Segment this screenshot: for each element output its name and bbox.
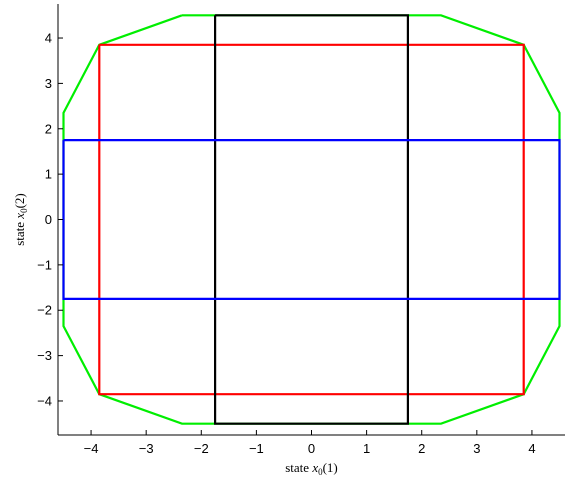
y-tick-label: 2: [45, 121, 52, 136]
series-line-3: [214, 14, 409, 425]
x-axis-title: state x0(1): [285, 460, 338, 477]
x-tick-label: −2: [194, 441, 209, 456]
y-tick-label: −4: [37, 393, 52, 408]
x-tick-label: −1: [249, 441, 264, 456]
x-tick-label: 1: [363, 441, 370, 456]
x-tick-label: 0: [308, 441, 315, 456]
y-axis-title: state x0(2): [12, 193, 29, 246]
y-tick-label: −3: [37, 348, 52, 363]
y-tick-label: 3: [45, 76, 52, 91]
series-line-2: [98, 43, 525, 396]
series-line-1: [62, 14, 561, 425]
x-tick-label: 3: [473, 441, 480, 456]
x-tick-label: 2: [418, 441, 425, 456]
series-line-4: [62, 139, 561, 300]
y-tick-label: −2: [37, 303, 52, 318]
series-layer: [62, 14, 561, 425]
y-tick-label: 4: [45, 31, 52, 46]
y-tick-label: 1: [45, 167, 52, 182]
y-tick-label: −1: [37, 257, 52, 272]
tick-layer: −4 −3 −2 −1 0 1 2 3 4 −4 −3 −2 −1 0 1 2 3 4: [37, 31, 535, 456]
x-tick-label: 4: [528, 441, 535, 456]
x-tick-label: −3: [139, 441, 154, 456]
x-tick-label: −4: [84, 441, 99, 456]
axes-layer: [57, 4, 565, 436]
y-tick-label: 0: [45, 212, 52, 227]
